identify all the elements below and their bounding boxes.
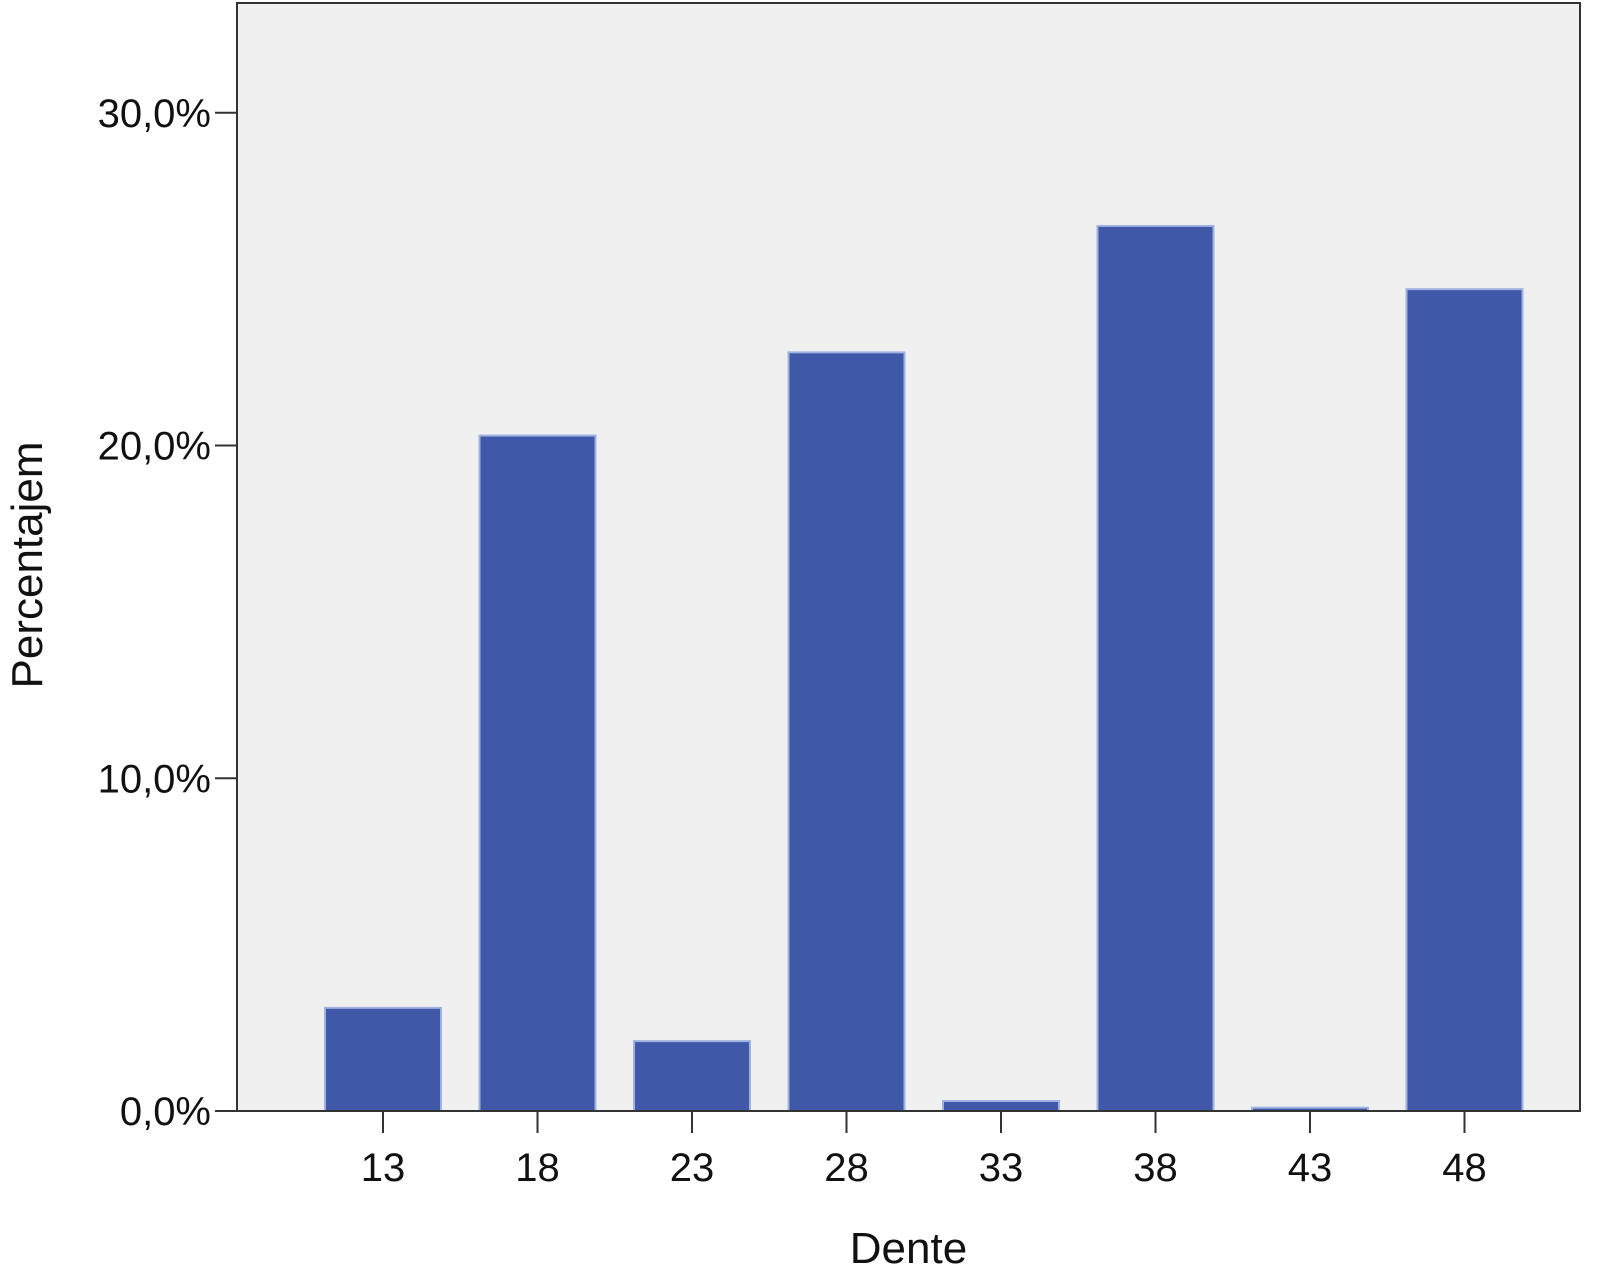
y-tick-label: 20,0%	[98, 425, 211, 469]
bar-23	[633, 1040, 751, 1112]
x-tick-label: 23	[670, 1146, 715, 1190]
bar-38	[1096, 224, 1215, 1113]
x-tick-label: 48	[1442, 1146, 1487, 1190]
plot-area	[236, 2, 1581, 1112]
x-tick-label: 43	[1288, 1146, 1333, 1190]
x-tick-label: 28	[824, 1146, 869, 1190]
bar-18	[478, 434, 597, 1112]
x-tick-label: 18	[515, 1146, 560, 1190]
bar-33	[942, 1100, 1060, 1113]
bar-48	[1405, 288, 1524, 1112]
x-tick-label: 33	[979, 1146, 1024, 1190]
y-axis-ticks: 0,0% 10,0% 20,0% 30,0%	[98, 92, 237, 1134]
x-tick-label: 38	[1133, 1146, 1178, 1190]
x-tick-label: 13	[361, 1146, 406, 1190]
x-axis-ticks: 13 18 23 28 33 38 43 48	[361, 1111, 1487, 1190]
y-tick-label: 30,0%	[98, 92, 211, 136]
bars	[324, 224, 1524, 1113]
bar-13	[324, 1006, 442, 1112]
y-tick-label: 10,0%	[98, 757, 211, 801]
y-tick-label: 0,0%	[120, 1090, 211, 1134]
y-axis-title: Percentajem	[3, 441, 52, 688]
bar-28	[787, 351, 906, 1112]
x-axis-title: Dente	[850, 1224, 967, 1273]
